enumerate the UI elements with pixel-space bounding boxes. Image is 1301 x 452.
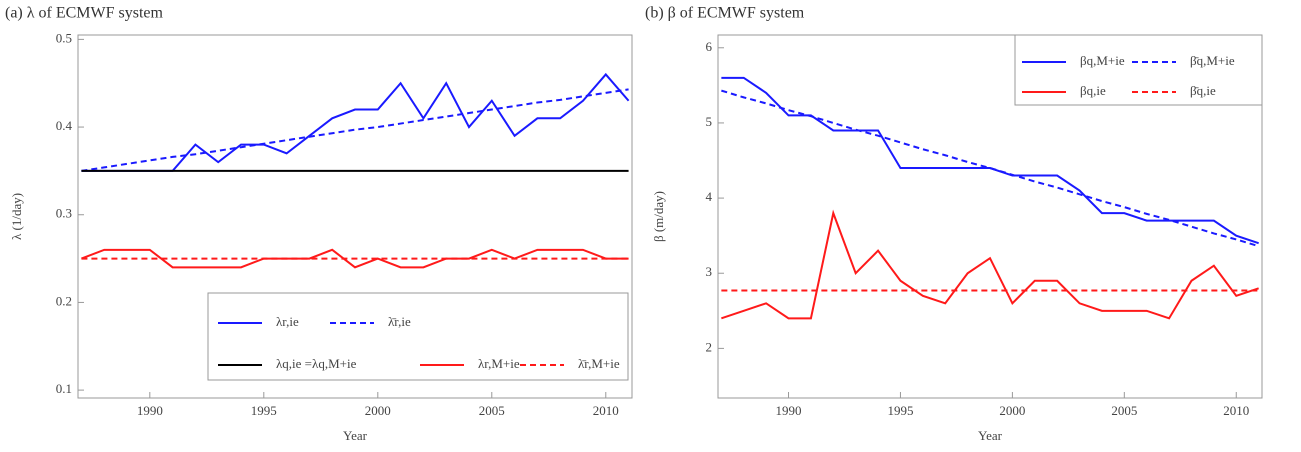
- chart-title: (a) λ of ECMWF system: [5, 5, 164, 22]
- x-tick-label: 1990: [776, 403, 802, 418]
- legend-box: [1014, 34, 1263, 106]
- y-axis-label: β (m/day): [651, 191, 666, 242]
- x-tick-label: 2005: [1111, 403, 1137, 418]
- series-line: [81, 88, 629, 172]
- legend-label: β̄q,M+ie: [1190, 53, 1235, 68]
- chart-title: (b) β of ECMWF system: [645, 5, 805, 22]
- x-tick-label: 1995: [251, 403, 277, 418]
- series-line: [81, 248, 629, 269]
- y-axis-label: λ (1/day): [9, 193, 24, 240]
- y-tick-label: 0.4: [56, 118, 73, 133]
- y-tick-label: 0.2: [56, 293, 72, 308]
- y-tick-label: 0.3: [56, 206, 72, 221]
- legend-box: [207, 292, 629, 381]
- x-tick-label: 2010: [593, 403, 619, 418]
- x-tick-label: 2010: [1223, 403, 1249, 418]
- plot-frame: [717, 34, 1263, 399]
- series-line: [81, 72, 630, 172]
- legend-label: λr,ie: [276, 314, 299, 329]
- x-tick-label: 2000: [999, 403, 1025, 418]
- x-tick-label: 2000: [365, 403, 391, 418]
- legend-label: λq,ie =λq,M+ie: [276, 356, 357, 371]
- legend-label: λ̄r,ie: [388, 314, 411, 329]
- legend-label: βq,ie: [1080, 83, 1106, 98]
- legend-label: βq,M+ie: [1080, 53, 1125, 68]
- legend-label: β̄q,ie: [1190, 83, 1216, 98]
- x-tick-label: 1990: [137, 403, 163, 418]
- x-axis-label: Year: [978, 428, 1003, 443]
- x-axis-label: Year: [343, 428, 368, 443]
- series-line: [721, 89, 1259, 248]
- y-tick-label: 0.1: [56, 381, 72, 396]
- y-tick-label: 5: [706, 114, 713, 129]
- y-tick-label: 4: [706, 189, 713, 204]
- legend-label: λ̄r,M+ie: [578, 356, 620, 371]
- x-tick-label: 1995: [887, 403, 913, 418]
- y-tick-label: 3: [706, 264, 713, 279]
- y-tick-label: 6: [706, 39, 713, 54]
- legend-label: λr,M+ie: [478, 356, 520, 371]
- y-tick-label: 2: [706, 339, 713, 354]
- series-line: [721, 209, 1259, 320]
- y-tick-label: 0.5: [56, 30, 72, 45]
- x-tick-label: 2005: [479, 403, 505, 418]
- plot-frame: [77, 34, 633, 399]
